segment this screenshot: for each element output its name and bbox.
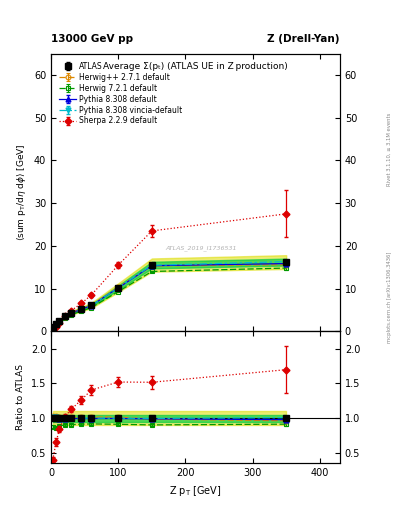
Text: 13000 GeV pp: 13000 GeV pp — [51, 34, 133, 44]
Legend: ATLAS, Herwig++ 2.7.1 default, Herwig 7.2.1 default, Pythia 8.308 default, Pythi: ATLAS, Herwig++ 2.7.1 default, Herwig 7.… — [58, 60, 184, 127]
Text: Z (Drell-Yan): Z (Drell-Yan) — [268, 34, 340, 44]
Text: Rivet 3.1.10, ≥ 3.1M events: Rivet 3.1.10, ≥ 3.1M events — [387, 113, 391, 186]
Y-axis label: $\langle$sum p$_{\rm T}$/d$\eta$ d$\phi\rangle$ [GeV]: $\langle$sum p$_{\rm T}$/d$\eta$ d$\phi\… — [15, 144, 28, 241]
Text: ATLAS_2019_I1736531: ATLAS_2019_I1736531 — [165, 245, 237, 251]
Text: Average Σ(pₜ) (ATLAS UE in Z production): Average Σ(pₜ) (ATLAS UE in Z production) — [103, 62, 288, 71]
Y-axis label: Ratio to ATLAS: Ratio to ATLAS — [16, 365, 25, 430]
Text: mcplots.cern.ch [arXiv:1306.3436]: mcplots.cern.ch [arXiv:1306.3436] — [387, 251, 391, 343]
X-axis label: Z p$_{\rm T}$ [GeV]: Z p$_{\rm T}$ [GeV] — [169, 484, 222, 498]
